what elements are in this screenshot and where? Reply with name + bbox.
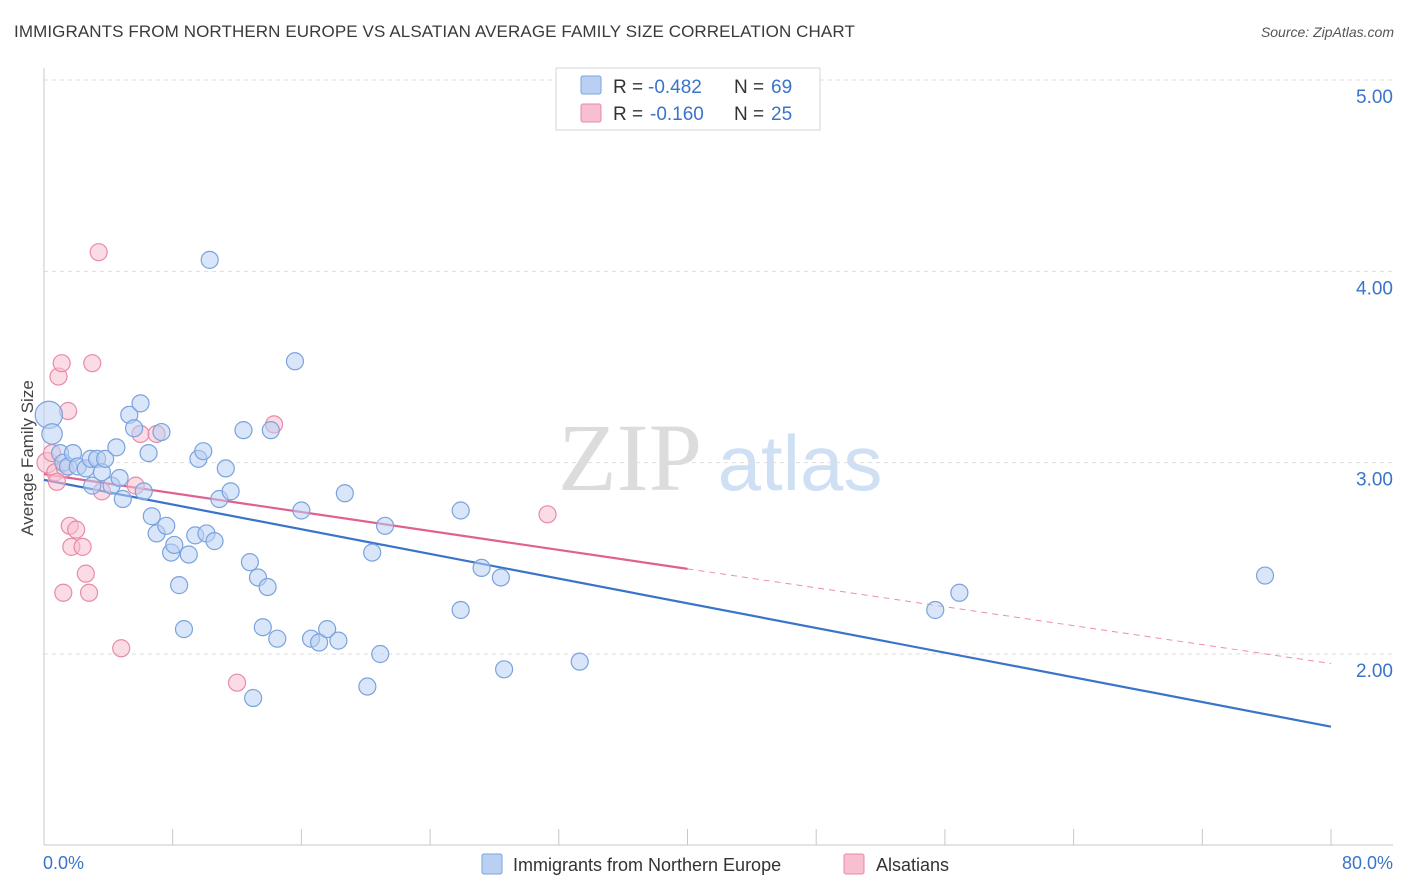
- point-blue: [268, 629, 287, 648]
- series-legend-label-pink: Alsatians: [876, 855, 949, 875]
- point-blue: [491, 568, 510, 587]
- point-blue: [451, 501, 470, 520]
- point-blue: [244, 688, 263, 708]
- point-blue: [96, 449, 115, 468]
- point-blue: [41, 423, 63, 445]
- point-blue: [261, 421, 280, 440]
- correlation-legend: R = -0.482 N = 69 R = -0.160 N = 25: [555, 67, 821, 131]
- source-credit: Source: ZipAtlas.com: [1260, 24, 1394, 40]
- point-blue: [107, 438, 126, 457]
- legend-r-label-pink: R =: [613, 104, 643, 125]
- chart-title: IMMIGRANTS FROM NORTHERN EUROPE VS ALSAT…: [14, 22, 855, 41]
- legend-n-label-blue: N =: [734, 77, 764, 98]
- point-blue: [363, 543, 382, 562]
- point-blue: [152, 422, 171, 442]
- point-blue: [358, 677, 377, 696]
- point-pink: [89, 243, 108, 262]
- legend-r-value-pink: -0.160: [650, 104, 704, 125]
- y-tick-label: 4.00: [1356, 278, 1393, 299]
- trend-line-blue: [43, 478, 1332, 728]
- legend-r-label-blue: R =: [613, 77, 643, 98]
- x-tick-min: 0.0%: [43, 853, 84, 873]
- series-legend-label-blue: Immigrants from Northern Europe: [513, 855, 781, 875]
- point-blue: [157, 516, 176, 535]
- point-blue: [371, 644, 390, 664]
- point-blue: [179, 545, 198, 564]
- point-blue: [110, 468, 129, 488]
- point-pink: [227, 673, 247, 692]
- point-blue: [221, 482, 240, 501]
- point-blue: [258, 577, 277, 597]
- legend-n-value-blue: 69: [771, 77, 792, 98]
- watermark-zip: ZIP: [558, 404, 702, 511]
- legend-swatch-pink: [580, 103, 602, 123]
- y-tick-label: 5.00: [1356, 87, 1393, 108]
- point-blue: [134, 482, 153, 501]
- point-pink: [83, 354, 102, 373]
- legend-r-value-blue: -0.482: [648, 77, 702, 98]
- data-points: [34, 243, 1275, 708]
- point-blue: [318, 620, 337, 639]
- point-blue: [253, 618, 272, 637]
- point-blue: [216, 459, 235, 478]
- legend-swatch-blue: [580, 75, 602, 95]
- point-blue: [309, 633, 329, 652]
- legend-n-value-pink: 25: [771, 104, 792, 125]
- point-blue: [335, 484, 354, 503]
- point-blue: [240, 553, 260, 572]
- y-tick-label: 3.00: [1356, 470, 1393, 491]
- point-pink: [47, 472, 66, 491]
- point-blue: [472, 558, 491, 578]
- point-blue: [285, 352, 305, 371]
- point-blue: [495, 660, 514, 679]
- point-pink: [67, 520, 86, 539]
- x-tick-max: 80.0%: [1342, 853, 1393, 873]
- point-blue: [375, 516, 395, 535]
- point-pink: [54, 583, 73, 602]
- point-pink: [112, 639, 131, 658]
- point-blue: [113, 489, 132, 509]
- gridlines: 2.00 3.00 4.00 5.00: [44, 79, 1393, 682]
- point-pink: [538, 505, 557, 524]
- y-tick-label: 2.00: [1356, 661, 1393, 682]
- point-pink: [79, 583, 99, 602]
- series-legend-swatch-pink: [843, 853, 865, 875]
- point-blue: [1255, 566, 1275, 585]
- y-axis-label: Average Family Size: [18, 380, 37, 536]
- point-blue: [292, 501, 311, 520]
- point-blue: [926, 600, 945, 620]
- point-blue: [451, 600, 470, 620]
- legend-n-label-pink: N =: [734, 104, 764, 125]
- point-blue: [124, 419, 144, 438]
- point-pink: [73, 537, 92, 556]
- trend-line-extension-pink: [687, 568, 1332, 665]
- point-blue: [83, 476, 102, 495]
- point-pink: [52, 354, 71, 373]
- point-blue: [131, 394, 150, 413]
- point-blue: [205, 532, 224, 551]
- point-blue: [142, 507, 161, 526]
- point-blue: [139, 444, 158, 463]
- point-blue: [174, 620, 194, 639]
- point-pink: [76, 564, 95, 583]
- point-blue: [165, 535, 184, 555]
- point-blue: [170, 576, 189, 595]
- point-blue: [950, 583, 969, 602]
- series-legend: Immigrants from Northern Europe Alsatian…: [481, 853, 949, 875]
- point-blue: [194, 442, 213, 461]
- series-legend-swatch-blue: [481, 853, 503, 875]
- point-blue: [234, 421, 253, 440]
- point-blue: [200, 250, 219, 269]
- point-blue: [329, 631, 348, 650]
- point-blue: [570, 652, 589, 671]
